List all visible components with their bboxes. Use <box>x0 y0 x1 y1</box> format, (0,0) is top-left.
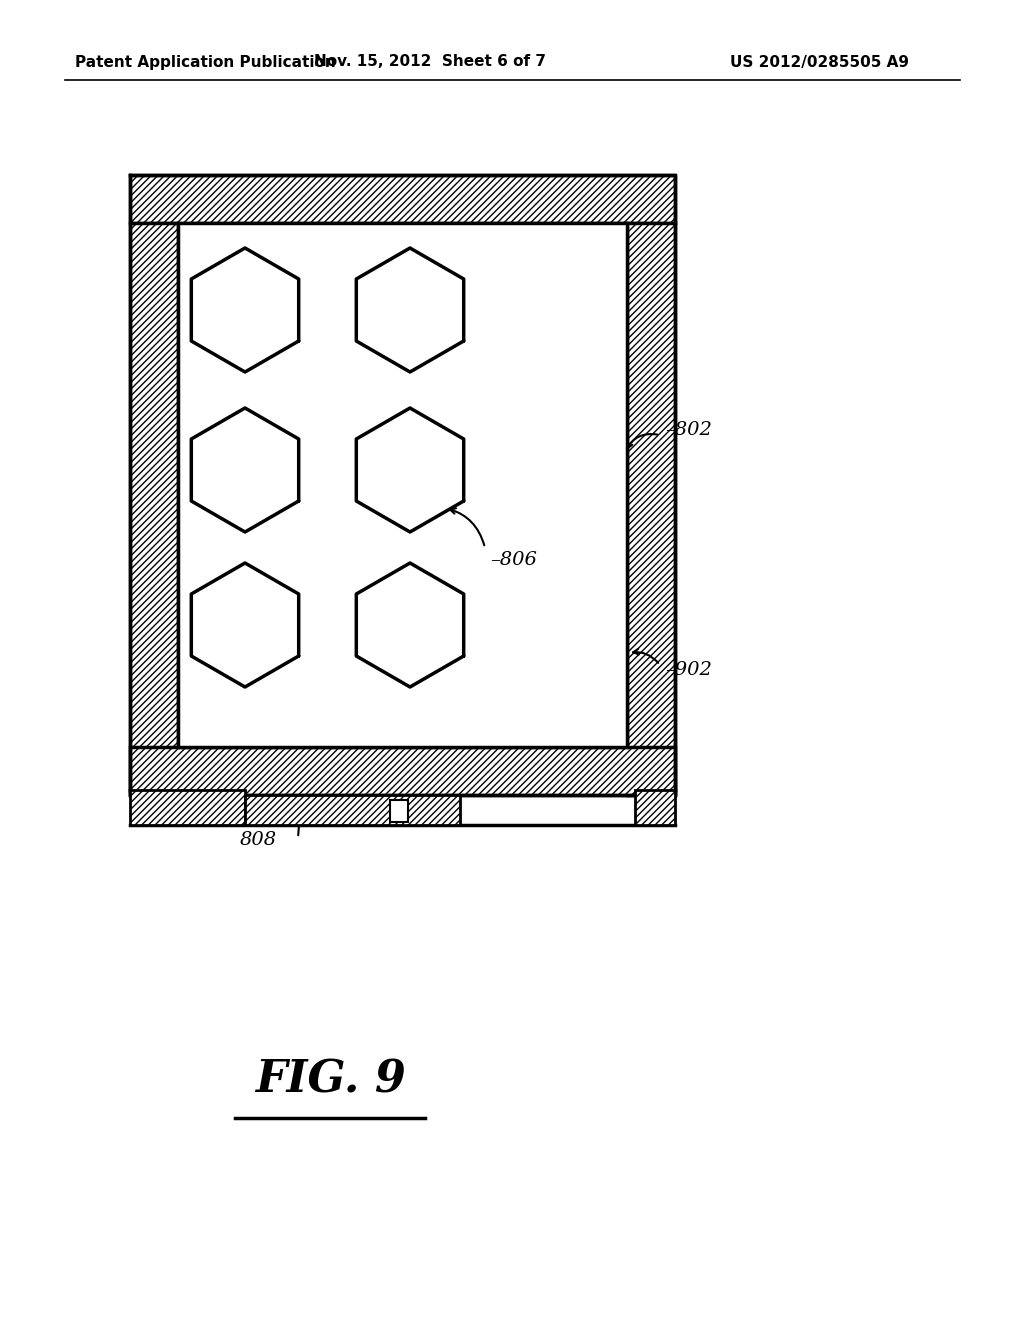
Bar <box>390 800 408 822</box>
Text: Patent Application Publication: Patent Application Publication <box>75 54 336 70</box>
Text: US 2012/0285505 A9: US 2012/0285505 A9 <box>730 54 909 70</box>
Bar <box>635 789 675 825</box>
Text: FIG. 9: FIG. 9 <box>255 1059 406 1101</box>
Bar <box>130 176 675 223</box>
Bar <box>245 795 460 825</box>
Text: –902: –902 <box>665 661 712 678</box>
Bar <box>130 223 178 795</box>
Text: –802: –802 <box>665 421 712 440</box>
Bar <box>130 789 245 825</box>
Text: Nov. 15, 2012  Sheet 6 of 7: Nov. 15, 2012 Sheet 6 of 7 <box>314 54 546 70</box>
Text: –806: –806 <box>490 550 537 569</box>
Bar <box>130 747 675 795</box>
Text: 808: 808 <box>240 832 278 849</box>
Bar <box>627 223 675 795</box>
Bar <box>178 223 627 747</box>
